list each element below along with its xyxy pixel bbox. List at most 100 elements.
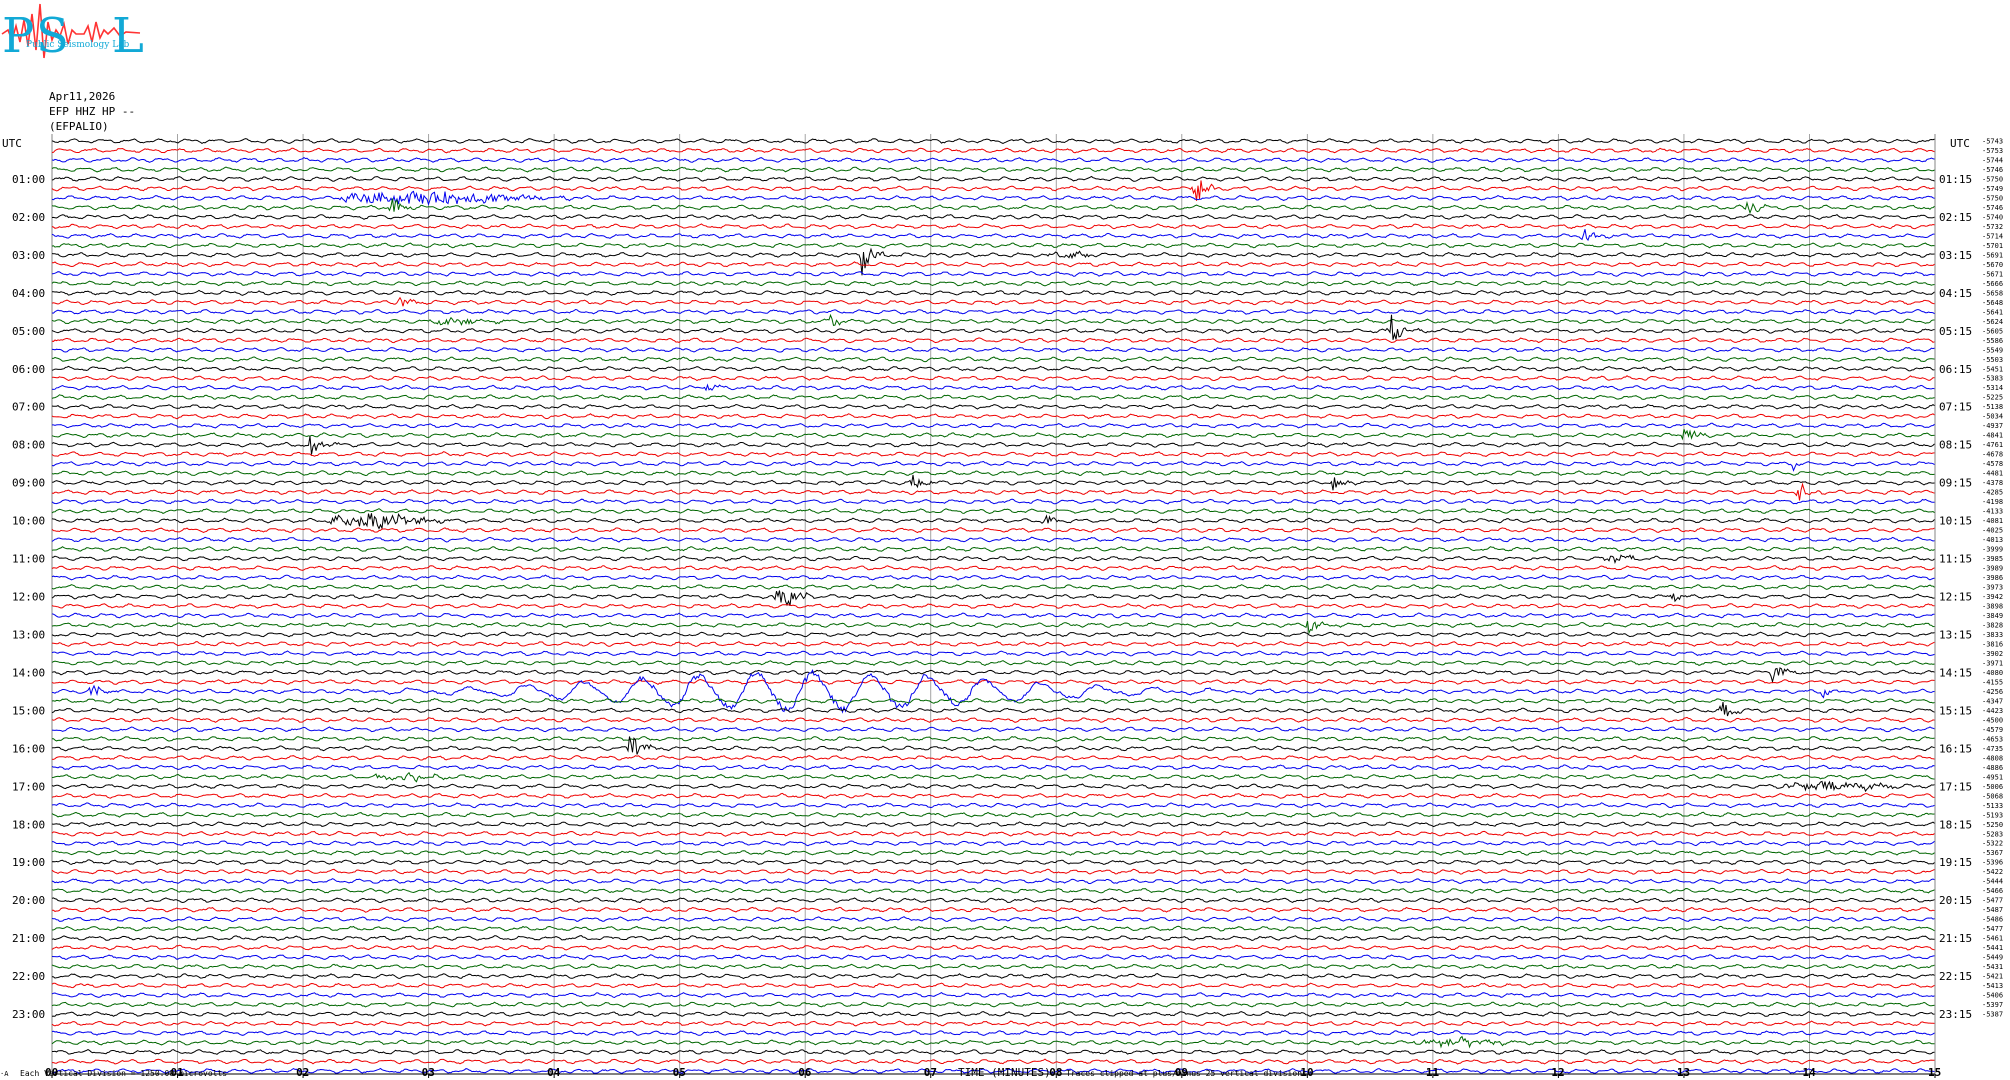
trace-offset-label: -5641 xyxy=(1982,308,2003,316)
hour-label-right: 07:15 xyxy=(1939,401,1972,414)
trace-offset-label: -5422 xyxy=(1982,868,2003,876)
seismic-trace xyxy=(51,413,1935,420)
trace-offset-label: -4481 xyxy=(1982,470,2003,478)
trace-offset-label: -4578 xyxy=(1982,460,2003,468)
hour-label-right: 08:15 xyxy=(1939,439,1972,452)
hour-label-right: 21:15 xyxy=(1939,932,1972,945)
seismic-trace xyxy=(51,270,1935,277)
trace-offset-label: -5743 xyxy=(1982,138,2003,146)
seismic-trace xyxy=(51,716,1935,723)
seismic-trace xyxy=(51,436,1935,455)
seismic-trace xyxy=(51,771,1935,783)
header-network: (EFPALIO) xyxy=(49,120,109,133)
trace-offset-label: -5367 xyxy=(1982,849,2003,857)
trace-offset-label: -5732 xyxy=(1982,223,2003,231)
seismic-trace xyxy=(51,640,1935,647)
hour-label-left: 17:00 xyxy=(12,780,45,793)
seismic-trace xyxy=(51,198,1935,215)
trace-offset-label: -3985 xyxy=(1982,555,2003,563)
hour-label-right: 04:15 xyxy=(1939,287,1972,300)
trace-offset-label: -3986 xyxy=(1982,574,2003,582)
trace-offset-label: -5749 xyxy=(1982,185,2003,193)
hour-label-right: 17:15 xyxy=(1939,780,1972,793)
footer-left-note: Each Vertical Division = 1250.00 microvo… xyxy=(20,1069,227,1078)
trace-offset-label: -3816 xyxy=(1982,640,2003,648)
trace-offset-label: -3989 xyxy=(1982,565,2003,573)
hour-label-right: 12:15 xyxy=(1939,591,1972,604)
seismic-trace xyxy=(51,280,1935,287)
seismic-trace xyxy=(51,394,1935,401)
trace-offset-label: -3973 xyxy=(1982,584,2003,592)
hour-label-left: 21:00 xyxy=(12,932,45,945)
trace-offset-label: -4951 xyxy=(1982,773,2003,781)
hour-label-right: 06:15 xyxy=(1939,363,1972,376)
seismic-trace xyxy=(51,229,1935,242)
trace-offset-label: -5466 xyxy=(1982,887,2003,895)
seismic-trace xyxy=(51,792,1935,799)
seismic-trace xyxy=(51,223,1935,230)
hour-label-left: 04:00 xyxy=(12,287,45,300)
hour-label-left: 07:00 xyxy=(12,401,45,414)
seismic-trace xyxy=(51,565,1935,572)
trace-offset-label: -4256 xyxy=(1982,688,2003,696)
seismic-trace xyxy=(51,337,1935,344)
trace-offset-label: -5648 xyxy=(1982,299,2003,307)
seismic-trace xyxy=(51,1001,1935,1008)
seismic-trace xyxy=(51,916,1935,923)
seismic-trace xyxy=(51,175,1935,182)
trace-offset-label: -5413 xyxy=(1982,982,2003,990)
seismic-trace xyxy=(51,849,1935,856)
footer-mark: ·A xyxy=(0,1070,9,1078)
trace-offset-label: -5503 xyxy=(1982,356,2003,364)
trace-offset-label: -5138 xyxy=(1982,403,2003,411)
hour-label-left: 08:00 xyxy=(12,439,45,452)
trace-offset-label: -5441 xyxy=(1982,944,2003,952)
seismic-trace xyxy=(51,546,1935,553)
seismic-trace xyxy=(51,982,1935,989)
trace-offset-label: -5396 xyxy=(1982,859,2003,867)
seismic-trace xyxy=(51,308,1935,315)
trace-offset-label: -4761 xyxy=(1982,441,2003,449)
trace-offset-label: -5421 xyxy=(1982,973,2003,981)
seismic-trace xyxy=(51,166,1935,173)
seismic-trace xyxy=(51,403,1935,410)
seismic-trace xyxy=(52,375,1935,382)
hour-label-left: 05:00 xyxy=(12,325,45,338)
hour-label-left: 01:00 xyxy=(12,173,45,186)
seismic-trace xyxy=(52,735,1935,742)
trace-offset-label: -4678 xyxy=(1982,451,2003,459)
trace-offset-label: -5671 xyxy=(1982,270,2003,278)
seismic-trace xyxy=(51,180,1935,201)
header-date: Apr11,2026 xyxy=(49,90,115,103)
hour-label-right: 22:15 xyxy=(1939,970,1972,983)
trace-offset-label: -5444 xyxy=(1982,878,2003,886)
hour-label-left: 22:00 xyxy=(12,970,45,983)
header-station: EFP HHZ HP -- xyxy=(49,105,135,118)
trace-offset-label: -5034 xyxy=(1982,413,2003,421)
seismic-trace xyxy=(51,650,1935,657)
trace-offset-label: -5750 xyxy=(1982,175,2003,183)
trace-offset-label: -5193 xyxy=(1982,811,2003,819)
seismic-trace xyxy=(51,242,1935,249)
trace-offset-label: -5068 xyxy=(1982,792,2003,800)
seismic-trace xyxy=(51,482,1935,501)
hour-label-right: 01:15 xyxy=(1939,173,1972,186)
x-tick-label: 00 xyxy=(45,1066,58,1079)
trace-offset-label: -4347 xyxy=(1982,697,2003,705)
hour-label-left: 20:00 xyxy=(12,894,45,907)
seismic-trace xyxy=(51,574,1935,581)
hour-label-right: 02:15 xyxy=(1939,211,1972,224)
seismic-trace xyxy=(51,554,1935,565)
trace-offset-label: -5314 xyxy=(1982,384,2003,392)
left-axis-label: UTC xyxy=(2,137,22,150)
x-tick-label: 09 xyxy=(1175,1066,1188,1079)
logo-letter-l: L xyxy=(112,8,144,64)
logo-wave xyxy=(1,3,141,59)
seismic-trace xyxy=(52,422,1935,429)
trace-offset-label: -4013 xyxy=(1982,536,2003,544)
seismic-trace xyxy=(51,584,1935,591)
seismic-trace xyxy=(51,138,1935,144)
hour-label-right: 23:15 xyxy=(1939,1008,1972,1021)
trace-offset-label: -3902 xyxy=(1982,650,2003,658)
